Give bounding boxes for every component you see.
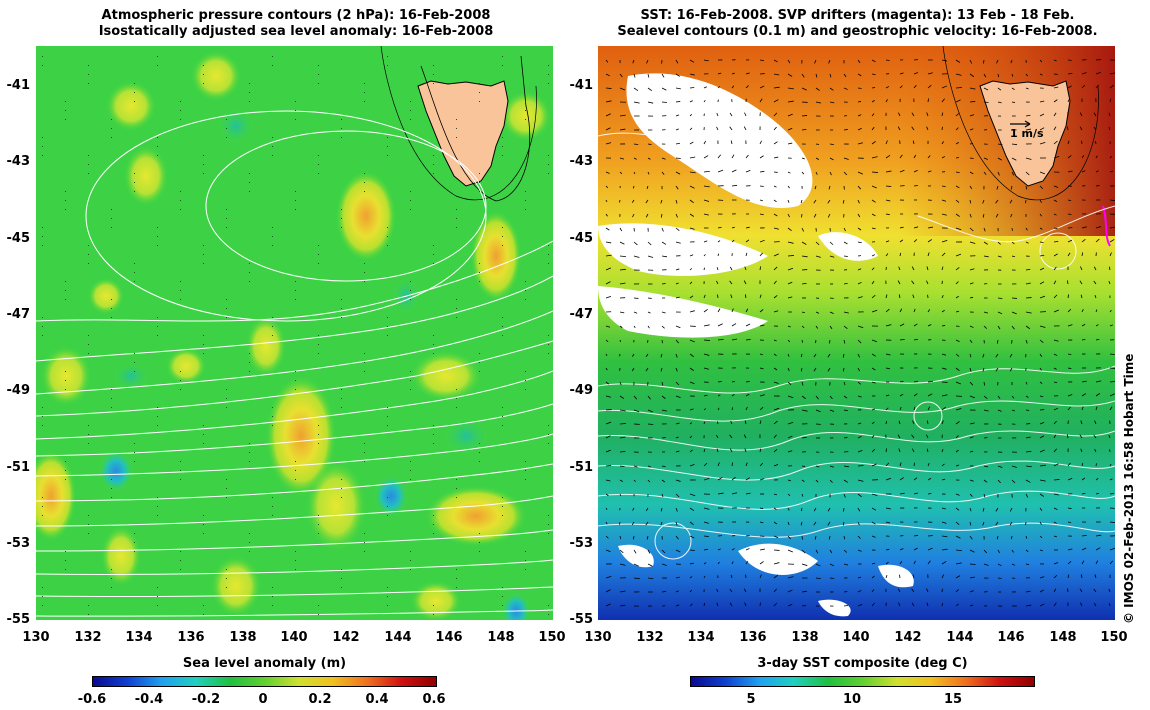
colorbar-tick: -0.4 xyxy=(134,692,164,707)
y-tick: -53 xyxy=(6,536,31,551)
y-tick: -45 xyxy=(569,231,594,246)
colorbar-tick: 15 xyxy=(943,692,963,707)
right-title: SST: 16-Feb-2008. SVP drifters (magenta)… xyxy=(600,8,1115,40)
y-tick: -47 xyxy=(569,307,594,322)
colorbar-tick: 0.4 xyxy=(365,692,389,707)
sea-level-anomaly-field xyxy=(36,46,553,620)
left-title-line2: Isostatically adjusted sea level anomaly… xyxy=(98,24,494,39)
x-tick: 130 xyxy=(22,630,50,645)
x-tick: 138 xyxy=(229,630,257,645)
sea-level-anomaly-map xyxy=(36,46,553,620)
x-tick: 136 xyxy=(177,630,205,645)
colorbar-tick: 0.6 xyxy=(422,692,446,707)
x-tick: 140 xyxy=(280,630,308,645)
y-tick: -41 xyxy=(569,78,594,93)
left-title: Atmospheric pressure contours (2 hPa): 1… xyxy=(36,8,556,40)
y-tick: -43 xyxy=(6,154,31,169)
sst-colorbar xyxy=(690,676,1035,687)
x-tick: 136 xyxy=(739,630,767,645)
y-tick: -51 xyxy=(569,460,594,475)
y-tick: -49 xyxy=(569,383,594,398)
x-tick: 148 xyxy=(1049,630,1077,645)
y-tick: -53 xyxy=(569,536,594,551)
geostrophic-velocity-vectors xyxy=(605,59,1115,607)
x-tick: 144 xyxy=(946,630,974,645)
x-tick: 150 xyxy=(538,630,566,645)
tasmania-landmass xyxy=(417,80,509,187)
y-tick: -55 xyxy=(6,612,31,627)
tasmania-landmass-sst xyxy=(979,80,1071,187)
y-tick: -45 xyxy=(6,231,31,246)
y-tick: -43 xyxy=(569,154,594,169)
y-tick: -41 xyxy=(6,78,31,93)
colorbar-tick: 10 xyxy=(842,692,862,707)
sst-map: 1 m/s xyxy=(598,46,1115,620)
colorbar-tick: -0.2 xyxy=(191,692,221,707)
x-tick: 130 xyxy=(584,630,612,645)
x-tick: 146 xyxy=(997,630,1025,645)
anomaly-grid-dots xyxy=(42,56,549,615)
left-colorbar-title: Sea level anomaly (m) xyxy=(182,656,347,671)
colorbar-tick: 0 xyxy=(258,692,268,707)
y-tick: -55 xyxy=(569,612,594,627)
right-title-line1: SST: 16-Feb-2008. SVP drifters (magenta)… xyxy=(640,8,1075,23)
x-tick: 142 xyxy=(332,630,360,645)
x-tick: 150 xyxy=(1100,630,1128,645)
x-tick: 146 xyxy=(435,630,463,645)
colorbar-tick: 5 xyxy=(746,692,756,707)
x-tick: 134 xyxy=(125,630,153,645)
x-tick: 138 xyxy=(791,630,819,645)
x-tick: 132 xyxy=(74,630,102,645)
y-tick: -47 xyxy=(6,307,31,322)
y-tick: -51 xyxy=(6,460,31,475)
sst-field: 1 m/s xyxy=(598,46,1115,620)
x-tick: 144 xyxy=(384,630,412,645)
x-tick: 134 xyxy=(687,630,715,645)
y-tick: -49 xyxy=(6,383,31,398)
right-colorbar-title: 3-day SST composite (deg C) xyxy=(757,656,968,671)
x-tick: 132 xyxy=(636,630,664,645)
left-title-line1: Atmospheric pressure contours (2 hPa): 1… xyxy=(101,8,491,23)
credit-text: © IMOS 02-Feb-2013 16:58 Hobart Time xyxy=(1122,353,1136,624)
colorbar-tick: 0.2 xyxy=(308,692,332,707)
x-tick: 140 xyxy=(842,630,870,645)
x-tick: 142 xyxy=(894,630,922,645)
colorbar-tick: -0.6 xyxy=(77,692,107,707)
velocity-scale-label: 1 m/s xyxy=(1010,127,1044,140)
x-tick: 148 xyxy=(487,630,515,645)
velocity-scale-arrow xyxy=(1010,120,1031,128)
sea-level-colorbar xyxy=(92,676,437,687)
right-title-line2: Sealevel contours (0.1 m) and geostrophi… xyxy=(617,24,1098,39)
